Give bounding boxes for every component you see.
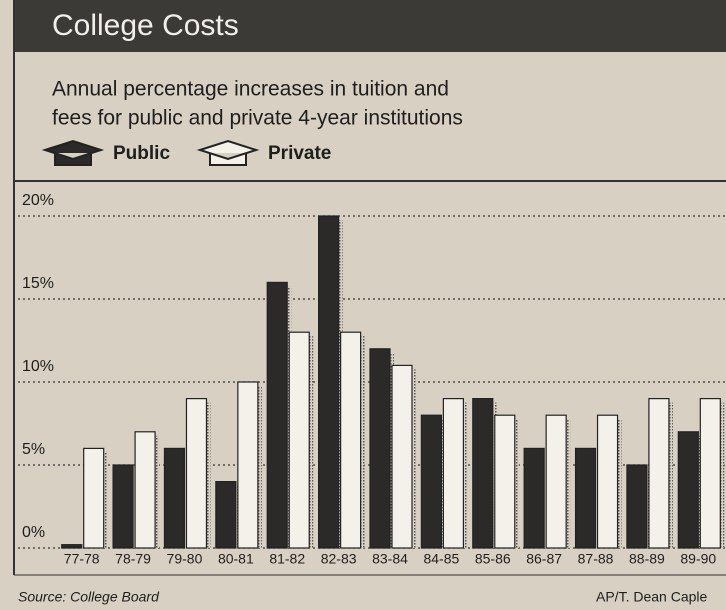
bar: [340, 331, 362, 549]
bar: [442, 398, 464, 549]
legend-icon: [41, 139, 105, 166]
legend-label: Private: [268, 143, 331, 164]
x-tick-label: 89-90: [680, 551, 716, 567]
bar-shadow: [206, 402, 211, 548]
x-tick-label: 83-84: [372, 551, 408, 567]
bar: [391, 364, 413, 549]
bar-shadow: [257, 386, 262, 548]
bar: [699, 398, 721, 549]
bar-shadow: [463, 402, 468, 548]
x-tick-label: 84-85: [423, 551, 459, 567]
x-tick-label: 85-86: [475, 551, 511, 567]
bar-shadow: [155, 435, 160, 548]
x-tick-label: 79-80: [167, 551, 203, 567]
x-tick-label: 80-81: [218, 551, 254, 567]
y-tick-label: 0%: [22, 524, 45, 541]
bar: [420, 414, 442, 549]
y-tick-label: 15%: [22, 275, 54, 292]
bar: [83, 447, 105, 549]
x-tick-label: 81-82: [269, 551, 305, 567]
bar-shadow: [566, 419, 571, 548]
bar: [215, 481, 237, 549]
bar-shadow: [412, 369, 416, 548]
bar: [626, 464, 648, 549]
bar: [318, 215, 340, 549]
bar: [523, 447, 545, 549]
y-tick-label: 10%: [22, 358, 54, 375]
x-tick-label: 77-78: [64, 551, 100, 567]
bar-shadow: [360, 336, 365, 548]
credit: AP/T. Dean Caple: [596, 589, 707, 605]
bar: [369, 348, 391, 549]
y-tick-label: 20%: [22, 192, 54, 209]
bar-shadow: [720, 402, 725, 548]
bar: [472, 398, 494, 549]
bar: [185, 398, 208, 549]
bar: [61, 544, 83, 549]
bar: [134, 431, 156, 549]
x-tick-label: 88-89: [629, 551, 665, 567]
bar: [574, 447, 597, 549]
subtitle: fees for public and private 4-year insti…: [52, 107, 463, 130]
bar: [266, 281, 288, 549]
bar: [596, 414, 619, 549]
bar-shadow: [617, 419, 622, 548]
bar: [288, 331, 310, 549]
bar: [677, 431, 699, 549]
bar: [237, 381, 259, 549]
bar-shadow: [103, 452, 108, 548]
bar: [163, 447, 186, 549]
x-tick-label: 87-88: [578, 551, 614, 567]
y-tick-label: 5%: [22, 441, 45, 458]
title-bar: [14, 0, 726, 52]
x-tick-label: 82-83: [321, 551, 357, 567]
x-tick-label: 86-87: [526, 551, 562, 567]
bar: [648, 398, 670, 549]
source: Source: College Board: [18, 589, 160, 605]
bar: [112, 464, 134, 549]
bar-shadow: [668, 402, 673, 548]
bar-shadow: [514, 419, 519, 548]
bar: [545, 414, 567, 549]
legend-label: Public: [113, 143, 170, 164]
chart-title: College Costs: [52, 9, 239, 42]
subtitle: Annual percentage increases in tuition a…: [52, 78, 449, 101]
bar: [494, 414, 516, 549]
x-tick-label: 78-79: [115, 551, 151, 567]
legend-icon: [196, 139, 260, 166]
bar-shadow: [309, 336, 314, 548]
